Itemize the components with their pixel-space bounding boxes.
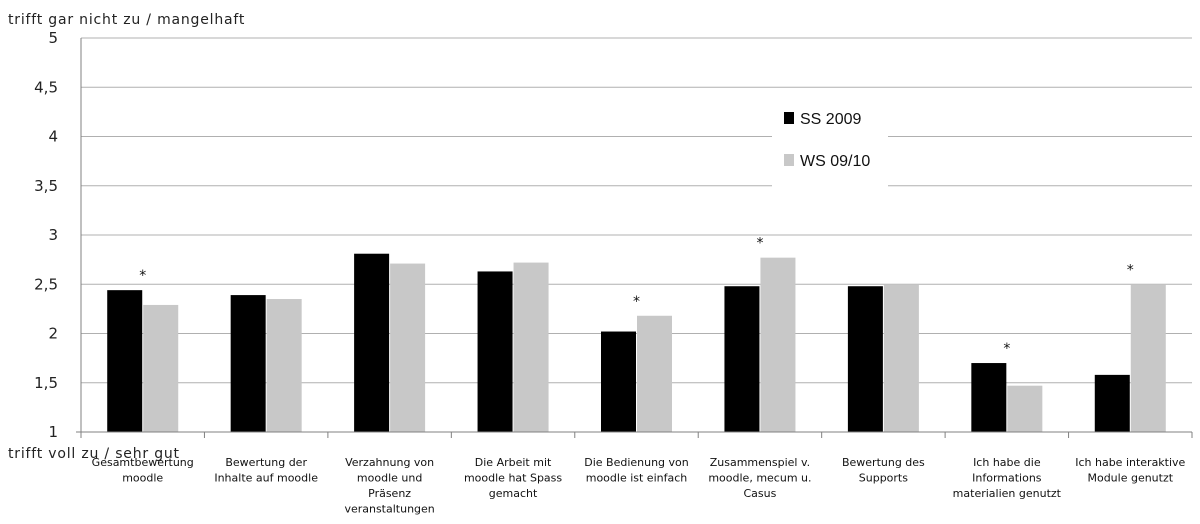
bar-ws-09-10 [143, 304, 179, 432]
category-label: Die Bedienung von moodle ist einfach [584, 456, 689, 485]
significance-star: * [756, 236, 763, 252]
category-label-line: Die Bedienung von [584, 456, 689, 469]
category-label-line: gemacht [489, 487, 538, 500]
category-label-line: materialien genutzt [953, 487, 1062, 500]
category-label-line: Casus [744, 487, 777, 500]
bar-ss-2009 [971, 363, 1007, 432]
bar-ws-09-10 [1007, 385, 1043, 432]
category-label-line: Inhalte auf moodle [214, 472, 318, 485]
bar-ss-2009 [601, 331, 636, 432]
category-label: Zusammenspiel v. moodle, mecum u. Casus [708, 456, 811, 500]
y-tick-label: 4 [48, 128, 58, 146]
bar-ws-09-10 [266, 299, 302, 432]
category-label: Ich habe die Informations materialien genu… [953, 456, 1062, 500]
bar-ss-2009 [354, 253, 390, 432]
bar-ws-09-10 [637, 315, 672, 432]
bar-ss-2009 [724, 286, 760, 432]
category-label-line: moodle ist einfach [586, 472, 688, 485]
bar-ws-09-10 [390, 263, 426, 432]
category-label-line: veranstaltungen [344, 503, 434, 516]
category-label-line: Präsenz [368, 487, 411, 500]
category-label-line: moodle und [357, 472, 422, 485]
category-label-line: Ich habe die [973, 456, 1041, 469]
category-label-line: Bewertung des [842, 456, 925, 469]
category-label: Bewertung des Supports [842, 456, 925, 485]
category-label-line: Zusammenspiel v. [710, 456, 810, 469]
bar-ss-2009 [847, 286, 883, 432]
axes [76, 38, 1193, 438]
category-label-line: moodle, mecum u. [708, 472, 811, 485]
y-tick-label: 3,5 [34, 177, 58, 195]
significance-star: * [633, 294, 640, 310]
y-tick-labels: 1 1,5 2 2,5 3 3,5 4 4,5 5 [34, 29, 58, 441]
category-label-line: moodle [122, 472, 163, 485]
bars-group [107, 253, 1166, 432]
category-label-line: Informations [972, 472, 1042, 485]
category-label-line: Bewertung der [225, 456, 307, 469]
bar-ws-09-10 [513, 262, 549, 432]
category-label: Verzahnung von moodle und Präsenz veranstal… [344, 456, 434, 516]
category-label: Bewertung der Inhalte auf moodle [214, 456, 318, 485]
y-axis-bottom-label: trifft voll zu / sehr gut [8, 446, 180, 462]
category-label-line: Supports [859, 472, 908, 485]
category-label: Gesamtbewertung moodle [92, 456, 194, 485]
bar-ss-2009 [1094, 374, 1130, 432]
significance-markers: * * * * * [139, 236, 1134, 357]
category-label-line: Ich habe interaktive [1075, 456, 1185, 469]
y-tick-label: 1 [48, 423, 58, 441]
category-label-line: moodle hat Spass [464, 472, 562, 485]
y-tick-label: 1,5 [34, 374, 58, 392]
bar-ws-09-10 [760, 257, 796, 432]
significance-star: * [1127, 262, 1134, 278]
legend-background [772, 92, 888, 190]
category-label-line: Die Arbeit mit [475, 456, 552, 469]
y-tick-label: 4,5 [34, 78, 58, 96]
bar-ss-2009 [230, 295, 266, 432]
bar-ws-09-10 [883, 284, 919, 432]
y-tick-label: 2,5 [34, 275, 58, 293]
grid-lines [81, 37, 1192, 384]
bar-ws-09-10 [1130, 284, 1166, 432]
category-label-line: Gesamtbewertung [92, 456, 194, 469]
category-labels: Gesamtbewertung moodle Bewertung der Inhalt… [92, 456, 1186, 516]
legend: SS 2009 WS 09/10 [772, 92, 888, 190]
legend-swatch-ws-09-10 [784, 154, 794, 166]
category-label-line: Verzahnung von [345, 456, 434, 469]
category-label-line: Module genutzt [1087, 472, 1173, 485]
legend-label-ws-09-10: WS 09/10 [800, 153, 870, 170]
category-label: Ich habe interaktive Module genutzt [1075, 456, 1185, 485]
bar-ss-2009 [477, 271, 513, 432]
significance-star: * [1003, 341, 1010, 357]
y-tick-label: 5 [48, 29, 58, 47]
significance-star: * [139, 268, 146, 284]
legend-swatch-ss-2009 [784, 112, 794, 124]
y-tick-label: 3 [48, 226, 58, 244]
y-axis-top-label: trifft gar nicht zu / mangelhaft [8, 12, 245, 28]
y-tick-label: 2 [48, 325, 58, 343]
category-label: Die Arbeit mit moodle hat Spass gemacht [464, 456, 562, 500]
bar-ss-2009 [107, 290, 143, 432]
legend-label-ss-2009: SS 2009 [800, 111, 861, 128]
